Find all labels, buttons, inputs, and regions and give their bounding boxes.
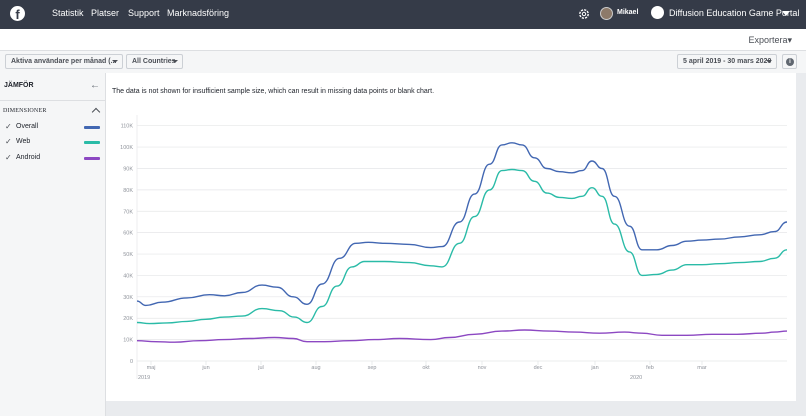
facebook-logo-icon[interactable]: f (10, 6, 25, 21)
x-tick-label: aug (311, 365, 320, 371)
info-button[interactable]: i (782, 54, 797, 69)
top-navigation-bar: f Statistik Platser Support Marknadsföri… (0, 0, 806, 29)
info-icon: i (786, 58, 794, 66)
y-tick-label: 100K (120, 145, 133, 151)
avatar[interactable] (600, 7, 613, 20)
scrollbar-track[interactable] (796, 73, 806, 401)
y-tick-label: 70K (123, 209, 133, 215)
year-label: 2019 (138, 375, 150, 381)
series-line-overall (136, 142, 788, 307)
gear-icon[interactable] (577, 7, 591, 21)
check-icon: ✓ (5, 122, 12, 131)
x-tick-label: sep (368, 365, 377, 371)
user-name[interactable]: Mikael (617, 9, 639, 16)
nav-support[interactable]: Support (128, 8, 160, 18)
chevron-up-icon[interactable] (91, 107, 101, 117)
nav-statistik[interactable]: Statistik (52, 8, 84, 18)
arrow-left-icon[interactable]: ← (90, 80, 100, 91)
line-chart: 0 10K 20K 30K 40K 50K 60K 70K 80K 90K 100K 110K maj j… (120, 115, 788, 381)
series-line-web (136, 168, 788, 325)
country-dropdown-label: All Countries (132, 58, 176, 65)
y-tick-label: 80K (123, 188, 133, 194)
x-tick-label: maj (147, 365, 156, 371)
x-tick-label: jul (257, 365, 264, 371)
legend-item-android[interactable]: ✓ Android (0, 153, 105, 165)
chevron-down-icon (172, 60, 178, 63)
export-button[interactable]: Exportera▾ (748, 35, 792, 45)
filter-bar: Aktiva användare per månad (... All Coun… (0, 51, 806, 73)
dimensions-heading: DIMENSIONER (3, 108, 47, 114)
x-tick-label: dec (534, 365, 543, 371)
date-range-dropdown[interactable]: 5 april 2019 - 30 mars 2020 (677, 54, 777, 69)
y-tick-label: 10K (123, 338, 133, 344)
x-tick-label: mar (697, 365, 707, 371)
compare-sidebar: JÄMFÖR ← DIMENSIONER ✓ Overall ✓ Web ✓ A… (0, 73, 106, 416)
nav-marknadsforing[interactable]: Marknadsföring (167, 8, 230, 18)
x-tick-label: nov (478, 365, 487, 371)
y-tick-label: 0 (130, 359, 133, 365)
x-tick-label: jan (590, 365, 598, 371)
y-tick-label: 30K (123, 295, 133, 301)
metric-dropdown-label: Aktiva användare per månad (... (11, 58, 117, 65)
legend-swatch (84, 157, 100, 160)
divider (0, 100, 105, 101)
sidebar-title: JÄMFÖR (4, 82, 34, 89)
year-label: 2020 (630, 375, 642, 381)
y-tick-label: 90K (123, 166, 133, 172)
page-footer-area (106, 401, 806, 416)
chart-panel: The data is not shown for insufficient s… (106, 73, 796, 401)
legend-label: Android (16, 154, 41, 161)
subheader: Exportera▾ (0, 29, 806, 51)
legend-item-web[interactable]: ✓ Web (0, 137, 105, 149)
x-tick-label: feb (646, 365, 654, 371)
export-label: Exportera (748, 35, 788, 45)
nav-platser[interactable]: Platser (91, 8, 120, 18)
page-avatar[interactable] (651, 6, 664, 19)
legend-item-overall[interactable]: ✓ Overall (0, 122, 105, 134)
chevron-down-icon (112, 60, 118, 63)
y-tick-label: 40K (123, 273, 133, 279)
chevron-down-icon (766, 60, 772, 63)
y-tick-label: 50K (123, 252, 133, 258)
date-range-label: 5 april 2019 - 30 mars 2020 (683, 58, 772, 65)
check-icon: ✓ (5, 153, 12, 162)
y-tick-label: 110K (121, 124, 134, 130)
country-dropdown[interactable]: All Countries (126, 54, 183, 69)
series-line-android (136, 329, 788, 343)
x-tick-label: jun (201, 365, 209, 371)
metric-dropdown[interactable]: Aktiva användare per månad (... (5, 54, 123, 69)
chevron-down-icon[interactable] (782, 11, 790, 16)
page-name[interactable]: Diffusion Education Game Portal (669, 8, 800, 18)
legend-label: Overall (16, 123, 39, 130)
check-icon: ✓ (5, 137, 12, 146)
legend-swatch (84, 126, 100, 129)
y-tick-label: 20K (123, 316, 133, 322)
x-tick-label: okt (422, 365, 430, 371)
y-tick-label: 60K (123, 231, 133, 237)
legend-swatch (84, 141, 100, 144)
legend-label: Web (16, 138, 31, 145)
insufficient-data-notice: The data is not shown for insufficient s… (112, 88, 435, 95)
